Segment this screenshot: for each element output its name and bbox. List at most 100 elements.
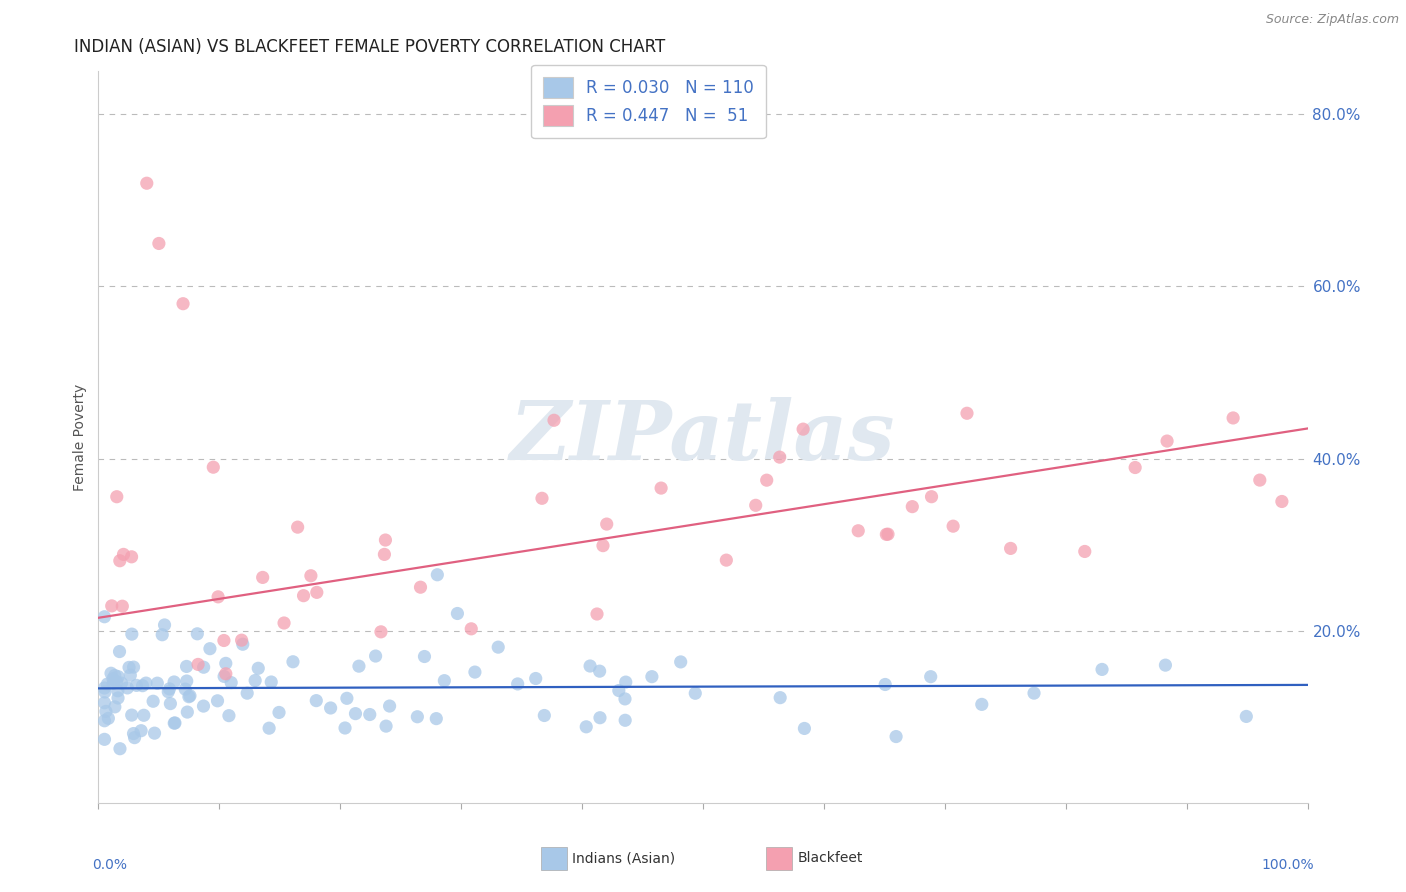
- Point: [157, 684, 180, 698]
- Point: [117, 681, 139, 695]
- Point: [425, 712, 447, 726]
- Point: [93, 714, 115, 728]
- Point: [347, 659, 370, 673]
- Point: [299, 568, 322, 582]
- Point: [104, 668, 127, 682]
- Point: [257, 721, 280, 735]
- Point: [793, 722, 815, 736]
- Point: [163, 715, 186, 730]
- Point: [596, 517, 619, 532]
- Point: [373, 548, 395, 562]
- Point: [121, 549, 143, 564]
- Point: [1156, 434, 1178, 448]
- Point: [163, 716, 186, 731]
- Point: [406, 710, 429, 724]
- Point: [344, 706, 367, 721]
- Point: [176, 659, 198, 673]
- Point: [110, 676, 132, 690]
- Point: [107, 691, 129, 706]
- Point: [1249, 473, 1271, 487]
- Point: [132, 708, 155, 723]
- Point: [112, 548, 135, 562]
- Point: [93, 732, 115, 747]
- Point: [187, 657, 209, 672]
- Point: [148, 236, 170, 251]
- Point: [215, 657, 238, 671]
- Point: [305, 693, 328, 707]
- Point: [1123, 460, 1146, 475]
- Point: [236, 686, 259, 700]
- Point: [273, 615, 295, 630]
- Point: [179, 689, 201, 703]
- Point: [956, 406, 979, 420]
- Point: [413, 649, 436, 664]
- Point: [108, 644, 131, 658]
- Point: [333, 721, 356, 735]
- Point: [231, 633, 253, 648]
- Point: [176, 673, 198, 688]
- Point: [120, 668, 142, 682]
- Point: [267, 706, 290, 720]
- Point: [176, 705, 198, 719]
- Point: [121, 627, 143, 641]
- Point: [970, 698, 993, 712]
- Point: [281, 655, 304, 669]
- Point: [543, 413, 565, 427]
- Point: [150, 628, 173, 642]
- Point: [524, 672, 547, 686]
- Point: [198, 641, 221, 656]
- Point: [172, 296, 194, 310]
- Point: [107, 670, 129, 684]
- Point: [177, 690, 200, 704]
- Point: [464, 665, 486, 679]
- Point: [533, 708, 555, 723]
- Point: [219, 675, 242, 690]
- Point: [769, 450, 792, 464]
- Text: ZIPatlas: ZIPatlas: [510, 397, 896, 477]
- Point: [589, 711, 612, 725]
- Point: [460, 622, 482, 636]
- Point: [104, 699, 127, 714]
- Point: [292, 589, 315, 603]
- Point: [370, 624, 392, 639]
- Point: [1271, 494, 1294, 508]
- Y-axis label: Female Poverty: Female Poverty: [73, 384, 87, 491]
- Point: [193, 699, 215, 714]
- Point: [1000, 541, 1022, 556]
- Point: [942, 519, 965, 533]
- Point: [135, 176, 157, 190]
- Point: [579, 659, 602, 673]
- Point: [921, 490, 943, 504]
- Point: [884, 730, 907, 744]
- Text: 100.0%: 100.0%: [1261, 858, 1313, 871]
- Point: [336, 691, 359, 706]
- Point: [1154, 658, 1177, 673]
- Point: [1091, 662, 1114, 676]
- Point: [159, 697, 181, 711]
- Point: [875, 527, 897, 541]
- Point: [101, 672, 124, 686]
- Point: [614, 713, 637, 727]
- Point: [122, 726, 145, 740]
- Point: [129, 723, 152, 738]
- Point: [108, 741, 131, 756]
- Point: [101, 676, 124, 690]
- Point: [650, 481, 672, 495]
- Point: [1222, 411, 1244, 425]
- Point: [97, 711, 120, 725]
- Point: [146, 676, 169, 690]
- Point: [100, 666, 122, 681]
- Point: [163, 675, 186, 690]
- Point: [96, 677, 118, 691]
- Point: [614, 692, 637, 706]
- Point: [218, 708, 240, 723]
- Point: [260, 675, 283, 690]
- Point: [1074, 544, 1097, 558]
- Point: [1234, 709, 1257, 723]
- Point: [159, 681, 181, 696]
- Point: [374, 533, 396, 547]
- Point: [118, 660, 141, 674]
- Point: [142, 694, 165, 708]
- Point: [93, 696, 115, 710]
- Point: [94, 685, 117, 699]
